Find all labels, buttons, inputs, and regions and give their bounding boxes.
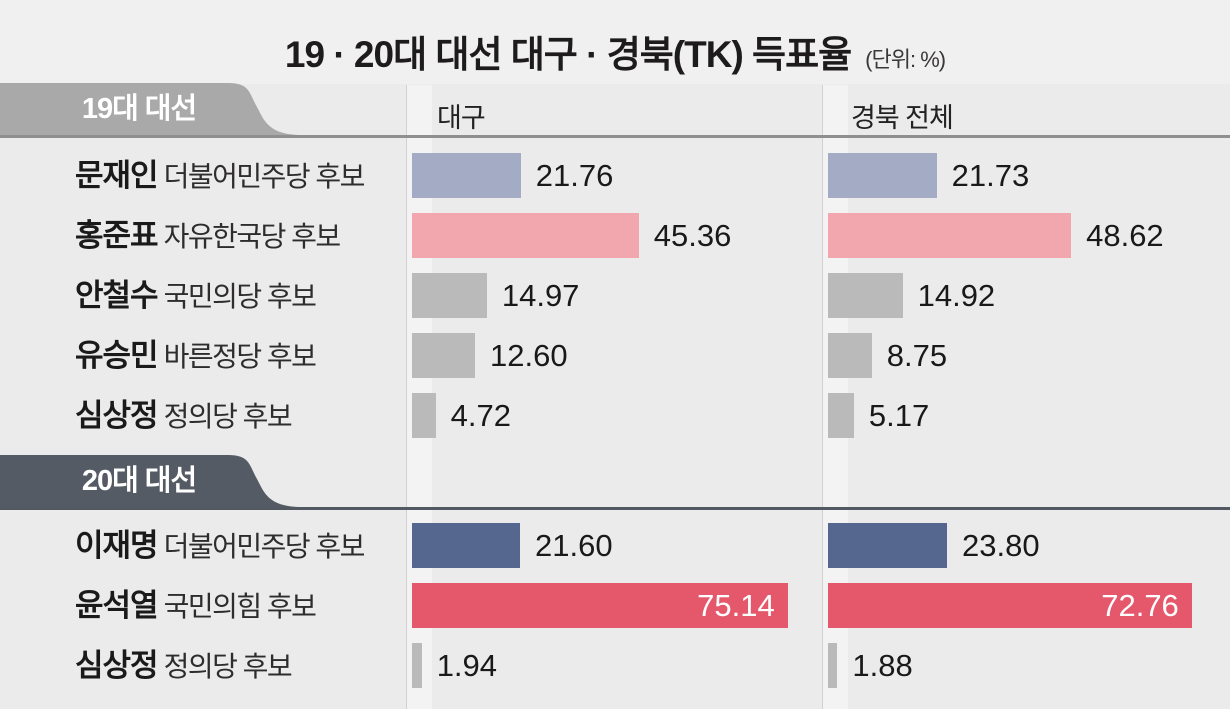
bar-row-moon-gyeongbuk: 21.73 [828,153,1029,198]
chart-title: 19 · 20대 대선 대구 · 경북(TK) 득표율 [284,34,852,75]
bar: 23.80 [828,523,1040,568]
candidate-name: 심상정 [75,398,159,433]
bar-row-yoon-daegu: 75.14 [412,583,788,628]
title-row: 19 · 20대 대선 대구 · 경북(TK) 득표율 (단위: %) [0,0,1230,84]
bar-row-sim20-gyeongbuk: 1.88 [828,643,913,688]
candidate-party: 정의당 후보 [163,651,293,682]
candidate-party: 바른정당 후보 [163,341,317,372]
bar-row-moon-daegu: 21.76 [412,153,613,198]
column-header-gyeongbuk: 경북 전체 [851,103,954,133]
bar-value: 45.36 [653,218,732,253]
bar: 1.88 [828,643,913,688]
bar-row-sim19-gyeongbuk: 5.17 [828,393,929,438]
candidate-label-sim-20: 심상정 정의당 후보 [75,643,293,688]
bar-row-ahn-daegu: 14.97 [412,273,579,318]
candidate-party: 더불어민주당 후보 [163,161,366,192]
bar: 8.75 [828,333,947,378]
bar-row-yoo-daegu: 12.60 [412,333,568,378]
candidate-label-ahn: 안철수 국민의당 후보 [75,273,317,318]
bar-row-yoon-gyeongbuk: 72.76 [828,583,1192,628]
bar-value: 48.62 [1086,218,1164,253]
bar: 75.14 [412,583,788,628]
candidate-party: 국민의힘 후보 [163,591,317,622]
bar-row-hong-daegu: 45.36 [412,213,731,258]
candidate-name: 심상정 [75,648,159,683]
bar: 14.97 [412,273,579,318]
candidate-label-yoo: 유승민 바른정당 후보 [75,333,317,378]
section-divider-19 [0,135,1230,138]
bar-value: 21.60 [535,528,613,563]
title-band [0,0,1230,84]
bar-value: 8.75 [886,338,948,373]
candidate-party: 자유한국당 후보 [163,221,342,252]
bar-row-lee-gyeongbuk: 23.80 [828,523,1040,568]
section-tab-19: 19대 대선 [0,83,310,135]
candidate-label-sim-19: 심상정 정의당 후보 [75,393,293,438]
bar: 5.17 [828,393,929,438]
bar: 14.92 [828,273,995,318]
section-tab-19-shape [0,83,302,135]
candidate-name: 안철수 [75,278,159,313]
candidate-label-moon: 문재인 더불어민주당 후보 [75,153,366,198]
bar: 1.94 [412,643,497,688]
bar-row-yoo-gyeongbuk: 8.75 [828,333,947,378]
bar: 21.60 [412,523,613,568]
bar-value: 4.72 [450,398,511,433]
bar-value: 14.92 [917,278,996,313]
bar: 72.76 [828,583,1192,628]
section-tab-20-shape [0,455,302,507]
bar-row-sim20-daegu: 1.94 [412,643,497,688]
candidate-name: 이재명 [75,528,159,563]
candidate-party: 국민의당 후보 [163,281,317,312]
bar-value: 1.94 [436,648,498,683]
candidate-label-lee: 이재명 더불어민주당 후보 [75,523,366,568]
bar-value: 75.14 [697,588,775,623]
section-divider-20 [0,507,1230,510]
bar-row-lee-daegu: 21.60 [412,523,613,568]
bar-value: 21.73 [951,158,1030,193]
bar-value: 5.17 [868,398,930,433]
bar: 21.76 [412,153,613,198]
section-tab-19-label: 19대 대선 [81,93,197,125]
candidate-label-yoon: 윤석열 국민의힘 후보 [75,583,317,628]
bar: 48.62 [828,213,1164,258]
bar-value: 14.97 [501,278,580,313]
candidate-party: 더불어민주당 후보 [163,531,366,562]
bar: 45.36 [412,213,731,258]
candidate-name: 문재인 [75,158,159,193]
candidate-party: 정의당 후보 [163,401,293,432]
candidate-name: 홍준표 [75,218,159,253]
bar-value: 21.76 [535,158,614,193]
candidate-label-hong: 홍준표 자유한국당 후보 [75,213,342,258]
bar-value: 72.76 [1101,588,1179,623]
bar-value: 12.60 [490,338,568,373]
section-tab-20: 20대 대선 [0,455,310,507]
candidate-name: 유승민 [75,338,159,373]
section-tab-20-label: 20대 대선 [81,465,197,497]
bar-value: 1.88 [852,648,913,683]
chart-unit-label: (단위: %) [865,47,946,72]
bar: 4.72 [412,393,511,438]
bar-row-ahn-gyeongbuk: 14.92 [828,273,995,318]
bar-value: 23.80 [962,528,1040,563]
column-header-daegu: 대구 [437,103,486,133]
bar-row-hong-gyeongbuk: 48.62 [828,213,1164,258]
bar: 12.60 [412,333,568,378]
candidate-name: 윤석열 [75,588,159,623]
bar-row-sim19-daegu: 4.72 [412,393,511,438]
bar: 21.73 [828,153,1029,198]
